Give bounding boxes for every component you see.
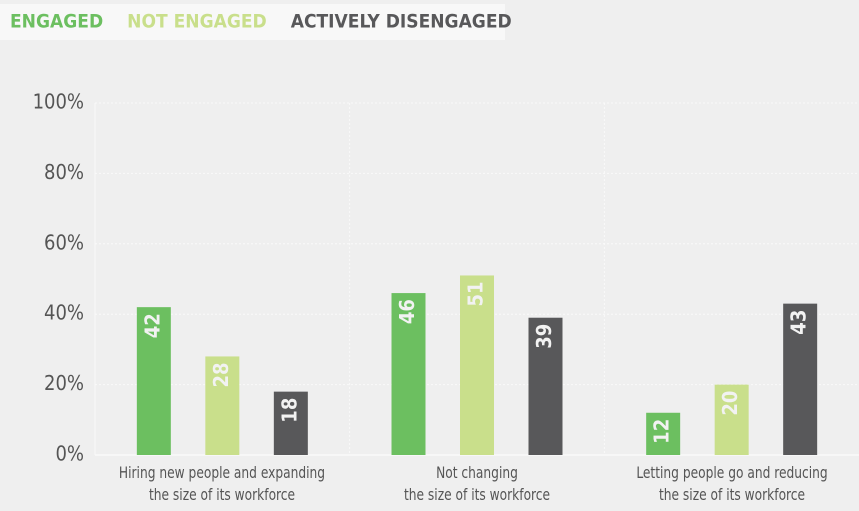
y-tick-label: 60% xyxy=(44,230,84,254)
value-label: 43 xyxy=(787,310,811,335)
bar xyxy=(646,412,681,455)
legend-label: ACTIVELY DISENGAGED xyxy=(291,11,512,33)
bar xyxy=(273,391,308,455)
bar xyxy=(136,307,171,455)
bar xyxy=(783,303,818,455)
x-tick-label: Hiring new people and expanding the size… xyxy=(119,463,326,504)
y-tick-label: 40% xyxy=(44,301,84,325)
value-label: 46 xyxy=(395,299,419,324)
value-label: 18 xyxy=(277,398,301,423)
value-label: 12 xyxy=(650,419,674,444)
bar xyxy=(205,356,240,455)
y-tick-label: 0% xyxy=(55,442,84,466)
bar xyxy=(714,384,749,455)
legend-box xyxy=(0,4,505,40)
legend-label: ENGAGED xyxy=(10,11,103,33)
legend-label: NOT ENGAGED xyxy=(127,11,267,33)
bar xyxy=(391,293,426,455)
x-tick-label: Letting people go and reducing the size … xyxy=(635,463,828,504)
x-tick-label: Not changing the size of its workforce xyxy=(403,463,551,504)
y-tick-label: 100% xyxy=(33,90,84,114)
bar xyxy=(528,317,563,455)
value-label: 39 xyxy=(532,324,556,349)
bar xyxy=(460,275,494,455)
value-label: 28 xyxy=(209,362,233,387)
value-label: 20 xyxy=(718,391,742,416)
value-label: 42 xyxy=(140,313,164,338)
y-tick-label: 20% xyxy=(44,371,84,395)
y-tick-label: 80% xyxy=(44,160,84,184)
value-label: 51 xyxy=(464,281,488,306)
